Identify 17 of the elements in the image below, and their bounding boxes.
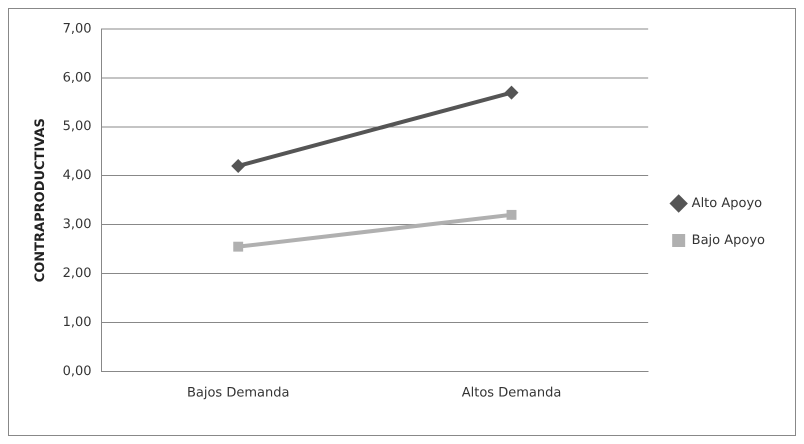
y-tick-label: 1,00 (62, 314, 92, 330)
x-tick-label: Altos Demanda (462, 386, 562, 401)
point (231, 158, 246, 173)
point (233, 242, 244, 252)
x-tick-label: Bajos Demanda (186, 386, 290, 401)
y-tick-label: 2,00 (62, 266, 92, 281)
y-tick-label: 4,00 (62, 168, 92, 184)
y-tick-label: 3,00 (62, 217, 92, 232)
legend-label: Bajo Apoyo (692, 232, 766, 248)
y-axis-title: CONTRAPRODUCTIVAS (33, 118, 48, 282)
legend-label: Alto Apoyo (692, 196, 762, 211)
point (504, 86, 519, 100)
point (506, 210, 516, 220)
y-tick-label: 7,00 (62, 21, 92, 36)
y-tick-label: 6,00 (62, 70, 92, 86)
y-tick-label: 5,00 (62, 119, 92, 134)
y-tick-label: 0,00 (62, 364, 92, 379)
